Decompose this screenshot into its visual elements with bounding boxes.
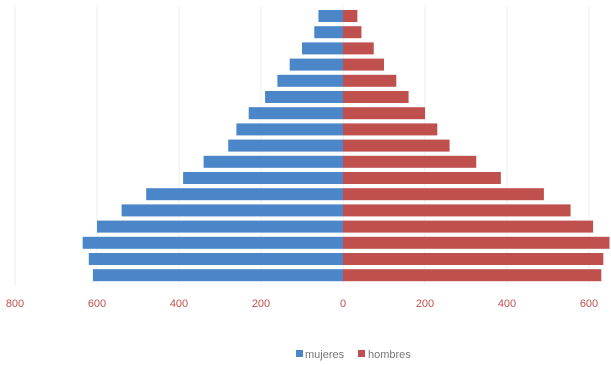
x-tick-label: 200 bbox=[416, 298, 434, 310]
bar-mujeres-5 bbox=[277, 74, 343, 87]
bar-mujeres-7 bbox=[248, 107, 343, 120]
bar-mujeres-13 bbox=[121, 204, 343, 217]
bar-hombres-13 bbox=[343, 204, 571, 217]
bar-mujeres-6 bbox=[265, 91, 343, 103]
bar-mujeres-9 bbox=[228, 139, 343, 152]
bar-hombres-4 bbox=[343, 58, 384, 71]
bar-hombres-12 bbox=[343, 188, 544, 201]
bar-hombres-5 bbox=[343, 74, 397, 87]
bar-hombres-11 bbox=[343, 172, 501, 184]
bar-mujeres-15 bbox=[82, 236, 344, 249]
bar-hombres-6 bbox=[343, 91, 409, 103]
bar-hombres-1 bbox=[343, 10, 358, 22]
x-tick-label: 400 bbox=[498, 298, 516, 310]
x-tick-label: 400 bbox=[170, 298, 188, 310]
bar-hombres-10 bbox=[343, 155, 477, 168]
bar-mujeres-12 bbox=[146, 188, 343, 201]
bar-mujeres-17 bbox=[92, 269, 344, 282]
legend-label-mujeres: mujeres bbox=[305, 349, 345, 361]
bar-mujeres-14 bbox=[97, 220, 343, 233]
bar-hombres-7 bbox=[343, 107, 425, 120]
bar-mujeres-3 bbox=[302, 42, 343, 55]
bar-mujeres-8 bbox=[236, 123, 343, 136]
x-tick-label: 0 bbox=[340, 298, 346, 310]
legend-label-hombres: hombres bbox=[368, 349, 411, 361]
bar-hombres-15 bbox=[343, 236, 610, 249]
legend: mujeres hombres bbox=[296, 349, 411, 361]
bar-hombres-9 bbox=[343, 139, 450, 152]
x-tick-label: 600 bbox=[580, 298, 598, 310]
legend-swatch-mujeres bbox=[296, 350, 303, 357]
bar-hombres-17 bbox=[343, 269, 602, 282]
bar-mujeres-11 bbox=[183, 172, 343, 184]
x-tick-label: 800 bbox=[6, 298, 24, 310]
x-tick-label: 200 bbox=[252, 298, 270, 310]
bar-mujeres-10 bbox=[203, 155, 343, 168]
bar-hombres-8 bbox=[343, 123, 438, 136]
bar-hombres-16 bbox=[343, 253, 604, 265]
bar-hombres-2 bbox=[343, 26, 362, 39]
legend-swatch-hombres bbox=[358, 350, 365, 357]
bar-hombres-14 bbox=[343, 220, 594, 233]
x-axis-tick-labels: 800 600 400 200 0 200 400 600 bbox=[6, 298, 598, 310]
bar-hombres-3 bbox=[343, 42, 374, 55]
x-tick-label: 600 bbox=[88, 298, 106, 310]
bars bbox=[82, 10, 610, 282]
bar-mujeres-16 bbox=[88, 253, 343, 265]
bar-mujeres-1 bbox=[318, 10, 343, 22]
bar-mujeres-2 bbox=[314, 26, 343, 39]
bar-mujeres-4 bbox=[289, 58, 343, 71]
